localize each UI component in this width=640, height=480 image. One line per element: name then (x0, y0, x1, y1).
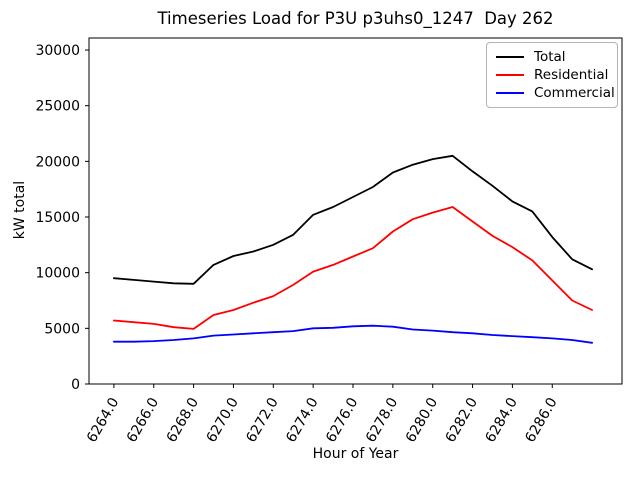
x-axis-label: Hour of Year (312, 446, 399, 462)
x-tick-label: 6270.0 (204, 395, 242, 445)
total-line-swatch (496, 56, 524, 58)
y-tick-label: 30000 (35, 43, 80, 59)
legend-label-commercial: Commercial (534, 85, 615, 101)
y-tick-label: 0 (71, 377, 80, 393)
y-tick-label: 20000 (35, 154, 80, 170)
x-tick-label: 6286.0 (522, 395, 560, 445)
commercial-line-swatch (496, 92, 524, 94)
x-tick-label: 6282.0 (443, 395, 481, 445)
chart-title: Timeseries Load for P3U p3uhs0_1247 Day … (157, 9, 554, 28)
legend-item-residential: Residential (496, 67, 608, 83)
legend-item-commercial: Commercial (496, 85, 615, 101)
y-tick-label: 15000 (35, 210, 80, 226)
x-tick-label: 6276.0 (323, 395, 361, 445)
y-tick-label: 10000 (35, 266, 80, 282)
y-tick-label: 5000 (44, 321, 80, 337)
x-tick-label: 6266.0 (124, 395, 162, 445)
legend-item-total: Total (496, 49, 608, 65)
y-axis-label: kW total (12, 180, 28, 240)
x-tick-label: 6274.0 (283, 395, 321, 445)
legend: Total Residential Commercial (486, 42, 618, 108)
x-tick-label: 6278.0 (363, 395, 401, 445)
residential-line-swatch (496, 74, 524, 76)
residential-line (113, 206, 593, 330)
x-tick-label: 6284.0 (483, 395, 521, 445)
legend-label-total: Total (534, 49, 566, 65)
x-tick-label: 6280.0 (403, 395, 441, 445)
y-tick-label: 25000 (35, 99, 80, 115)
x-tick-label: 6268.0 (164, 395, 202, 445)
x-tick-label: 6264.0 (84, 395, 122, 445)
x-tick-label: 6272.0 (243, 395, 281, 445)
legend-label-residential: Residential (534, 67, 609, 83)
commercial-line (113, 324, 593, 344)
total-line (113, 154, 593, 285)
axes-spines (88, 37, 623, 385)
